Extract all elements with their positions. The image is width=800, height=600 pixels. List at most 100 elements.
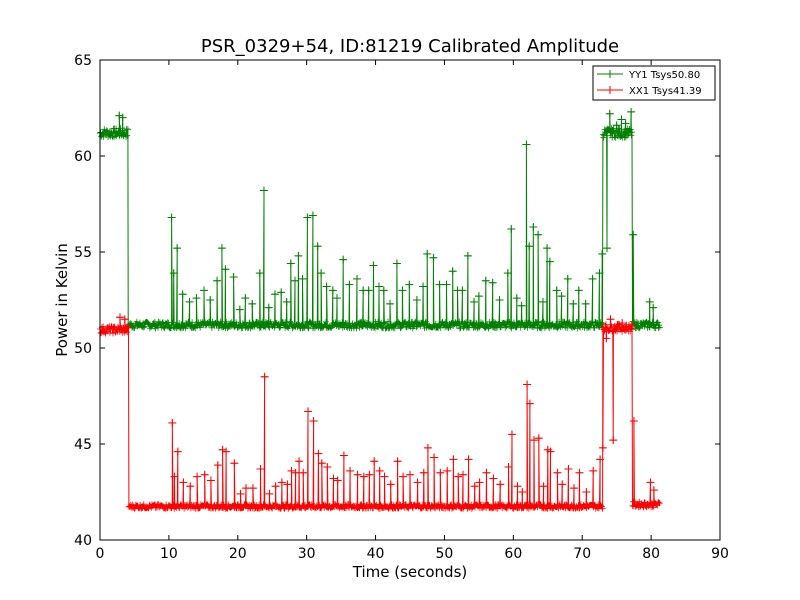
spike-point xyxy=(393,457,402,466)
x-tick-label: 60 xyxy=(504,546,522,562)
chart-title: PSR_0329+54, ID:81219 Calibrated Amplitu… xyxy=(201,36,619,57)
spike-point xyxy=(581,299,590,308)
spike-point xyxy=(260,372,269,381)
spike-point xyxy=(464,455,473,464)
spike-point xyxy=(277,478,286,487)
spike-point xyxy=(375,466,384,475)
spike-point xyxy=(271,482,280,491)
spike-point xyxy=(339,255,348,264)
spike-point xyxy=(303,213,312,222)
spike-point xyxy=(459,470,468,479)
spike-point xyxy=(449,455,458,464)
spike-point xyxy=(352,274,361,283)
spike-point xyxy=(380,472,389,481)
legend-marker-xx1 xyxy=(606,86,614,94)
spike-point xyxy=(563,274,572,283)
spike-point xyxy=(242,484,251,493)
spike-point xyxy=(470,297,479,306)
spike-point xyxy=(282,297,291,306)
spike-point xyxy=(489,474,498,483)
spike-point xyxy=(235,305,244,314)
spike-point xyxy=(295,457,304,466)
spike-point xyxy=(304,407,313,416)
spike-point xyxy=(598,443,607,452)
spike-point xyxy=(291,468,300,477)
spike-point xyxy=(564,464,573,473)
spike-point xyxy=(538,297,547,306)
x-axis-ticks: 0 10 20 30 40 50 60 70 80 90 xyxy=(96,60,729,562)
legend-label-xx1: XX1 Tsys41.39 xyxy=(629,86,702,97)
spike-point xyxy=(569,484,578,493)
spike-point xyxy=(649,486,658,495)
spike-point xyxy=(419,282,428,291)
x-tick-label: 70 xyxy=(573,546,591,562)
spike-point xyxy=(248,484,257,493)
spike-point xyxy=(413,478,422,487)
spike-point xyxy=(557,292,566,301)
spike-point xyxy=(118,113,127,122)
spike-point xyxy=(115,111,124,120)
spike-point xyxy=(115,313,124,322)
spike-point xyxy=(270,290,279,299)
spike-point xyxy=(329,474,338,483)
y-tick-label: 50 xyxy=(74,341,92,357)
spike-point xyxy=(507,430,516,439)
spike-point xyxy=(317,269,326,278)
spike-point xyxy=(173,244,182,253)
spike-point xyxy=(595,269,604,278)
spike-point xyxy=(359,472,368,481)
spike-point xyxy=(178,290,187,299)
spike-point xyxy=(546,447,555,456)
spike-point xyxy=(398,286,407,295)
spike-point xyxy=(552,286,561,295)
spike-point xyxy=(621,119,630,128)
axes-background xyxy=(100,60,720,540)
spike-point xyxy=(645,297,654,306)
spike-point xyxy=(364,286,373,295)
spike-point xyxy=(482,468,491,477)
x-tick-label: 90 xyxy=(711,546,729,562)
spike-point xyxy=(313,242,322,251)
spike-point xyxy=(217,244,226,253)
spike-point xyxy=(286,259,295,268)
spike-point xyxy=(423,443,432,452)
spike-point xyxy=(167,213,176,222)
legend-marker-yy1 xyxy=(606,70,614,78)
axes-frame xyxy=(99,59,721,541)
y-tick-label: 55 xyxy=(74,245,92,261)
spike-point xyxy=(458,286,467,295)
spike-point xyxy=(534,230,543,239)
spike-point xyxy=(213,461,222,470)
spike-point xyxy=(475,478,484,487)
spike-point xyxy=(379,286,388,295)
x-tick-label: 40 xyxy=(367,546,385,562)
spike-point xyxy=(429,253,438,262)
spike-point xyxy=(265,489,274,498)
spike-point xyxy=(503,269,512,278)
spike-point xyxy=(454,472,463,481)
spike-point xyxy=(525,399,534,408)
spike-point xyxy=(606,315,615,324)
spike-point xyxy=(463,251,472,260)
legend-box xyxy=(592,65,716,101)
spike-point xyxy=(575,468,584,477)
legend-label-yy1: YY1 Tsys50.80 xyxy=(628,70,700,81)
spike-point xyxy=(206,476,215,485)
spike-point xyxy=(530,436,538,445)
spike-point xyxy=(617,115,626,124)
spike-point xyxy=(179,478,188,487)
spike-point xyxy=(517,301,526,310)
series-group xyxy=(97,107,663,512)
spike-point xyxy=(375,282,383,291)
spike-point xyxy=(308,211,317,220)
spike-point xyxy=(545,257,554,266)
spike-point xyxy=(299,468,308,477)
spike-point xyxy=(474,292,483,301)
spike-point xyxy=(169,269,178,278)
spike-point xyxy=(602,334,611,343)
spike-point xyxy=(629,230,638,239)
plot-area: 0 10 20 30 40 50 60 70 80 90 40 45 50 55 60 65 xyxy=(74,53,729,562)
y-tick-label: 65 xyxy=(74,53,92,69)
spike-point xyxy=(442,280,451,289)
y-tick-label: 40 xyxy=(74,533,92,549)
